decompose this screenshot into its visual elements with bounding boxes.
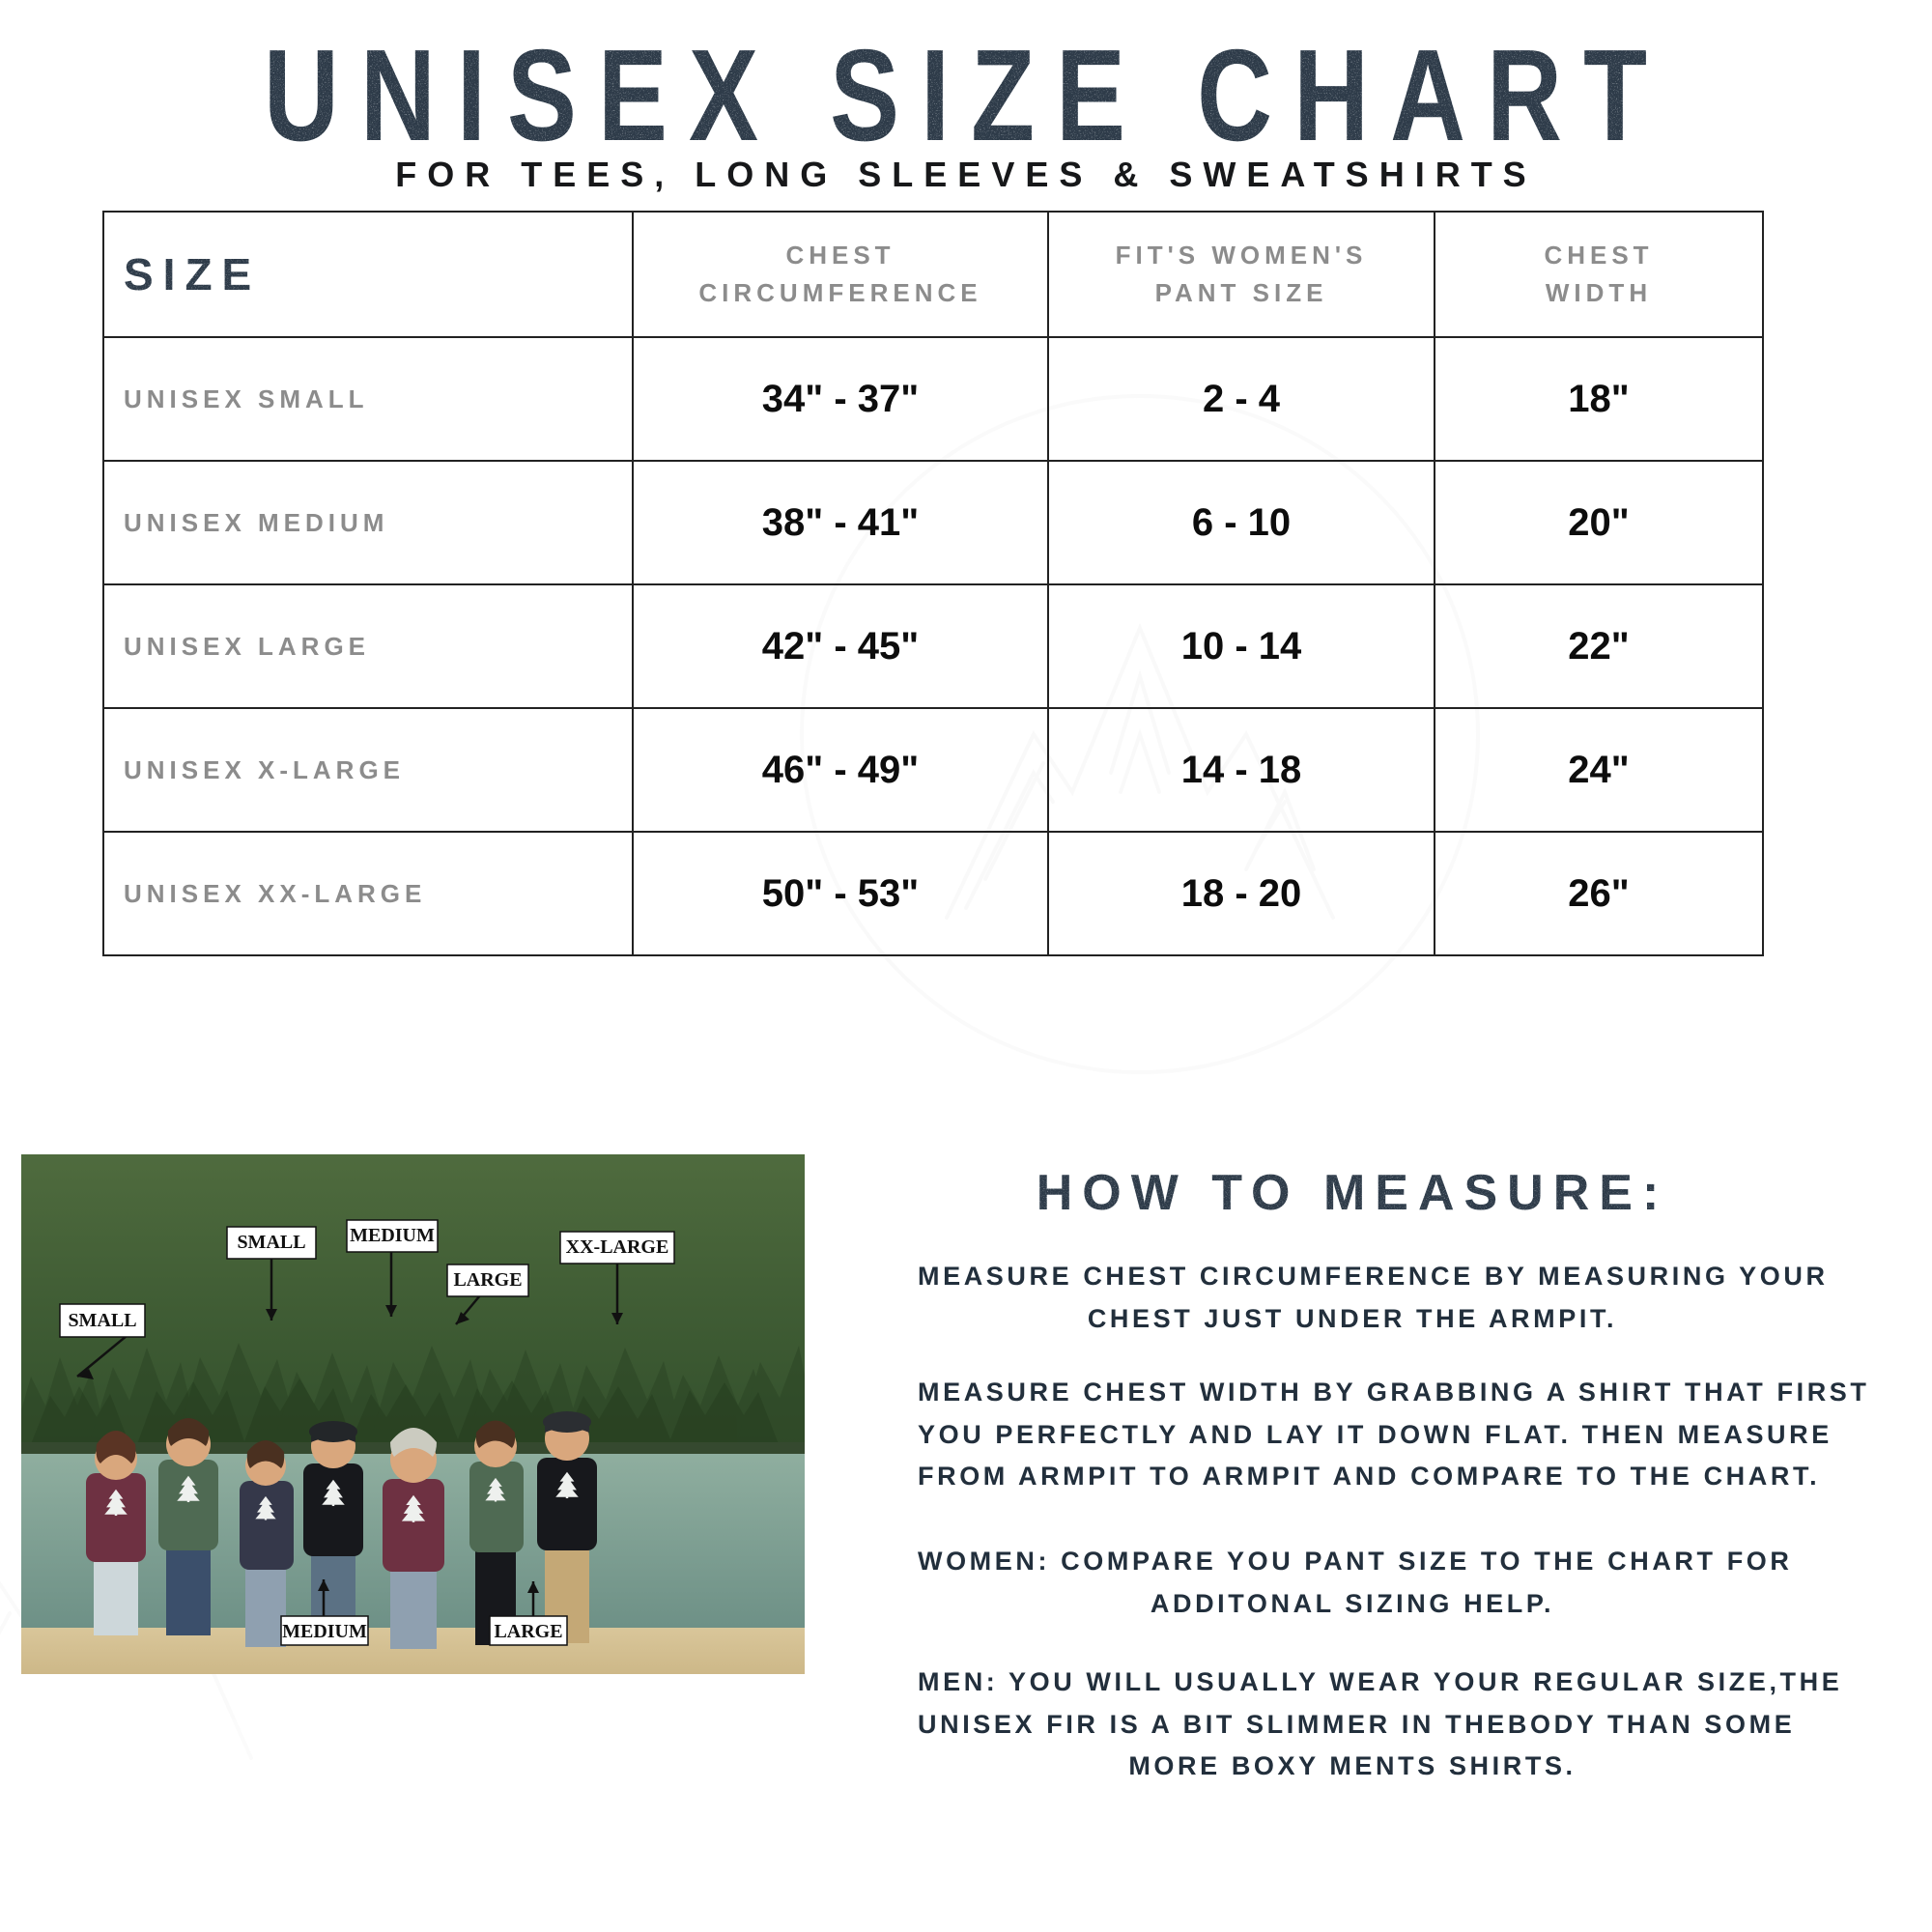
svg-text:MEDIUM: MEDIUM bbox=[282, 1621, 367, 1642]
svg-text:MEDIUM: MEDIUM bbox=[350, 1225, 435, 1246]
svg-text:SMALL: SMALL bbox=[68, 1310, 136, 1331]
svg-text:SMALL: SMALL bbox=[237, 1232, 305, 1253]
svg-text:XX-LARGE: XX-LARGE bbox=[566, 1236, 669, 1258]
svg-text:LARGE: LARGE bbox=[453, 1269, 522, 1291]
svg-text:LARGE: LARGE bbox=[494, 1621, 562, 1642]
